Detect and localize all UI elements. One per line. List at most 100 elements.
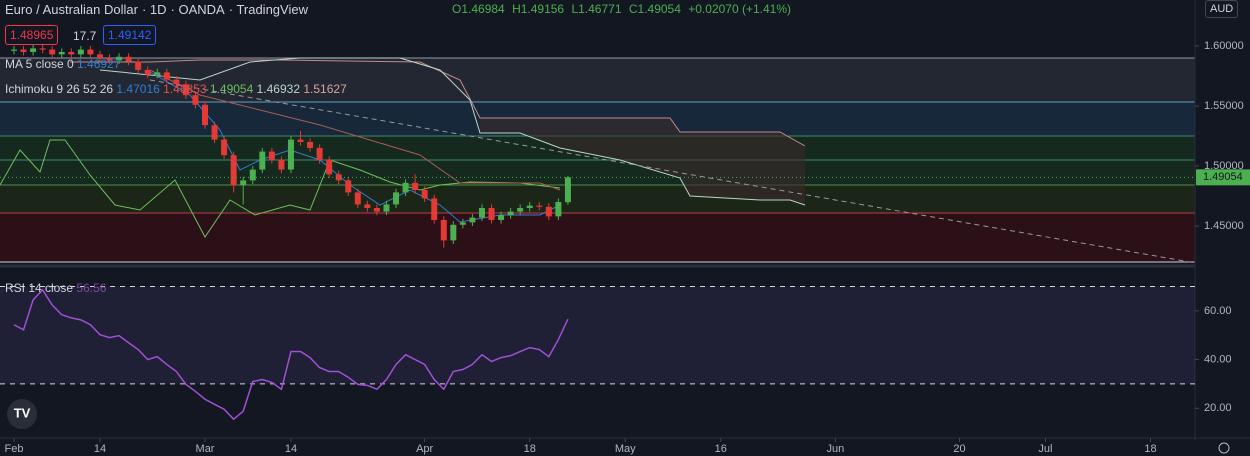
tv-logo[interactable]: TV [7,399,37,429]
candle-body [96,54,103,58]
candle-body [30,48,37,52]
candle-body [87,49,94,55]
indicator-value: 1.47016 [116,82,160,96]
candle-body [144,69,151,75]
candle-body [335,174,342,181]
indicator-value: 56.56 [76,281,107,295]
candle-body [526,205,533,208]
y-tick-label: 20.00 [1204,402,1232,414]
candle-body [431,198,438,220]
platform: TradingView [236,2,308,17]
spread: 17.7 [73,29,97,43]
candle-body [259,151,266,170]
candle-body [564,177,571,203]
candle-body [240,180,247,186]
candle-body [421,189,428,199]
span-a [99,57,806,206]
y-tick-label: 60.00 [1204,305,1232,317]
candle-body [450,224,457,241]
candle-body [20,49,27,52]
candle-body [154,72,161,75]
ohlc-open: O1.46984 [452,2,505,16]
sell-button[interactable]: 1.48965 [5,25,59,45]
settings-icon[interactable] [1218,442,1230,454]
candle-body [297,139,304,142]
candle-body [469,217,476,223]
indicator-name: MA 5 close 0 [5,57,74,71]
candle-body [345,180,352,193]
last-price-tag [1196,169,1250,186]
buy-button[interactable]: 1.49142 [103,25,157,45]
trend-line [149,79,1191,263]
candle-body [498,215,505,220]
x-tick-label: Feb [5,443,24,455]
candle-body [307,141,314,148]
candle-body [192,95,199,105]
indicator-value: 1.46853 [163,82,207,96]
ohlc-low: L1.46771 [571,2,622,16]
indicator-rsi[interactable]: RSI 14 close 56.56 [5,281,106,295]
header: Euro / Australian Dollar · 1D · OANDA · Tra… [5,2,308,17]
y-tick-label: 1.50000 [1204,160,1244,172]
x-tick-label: 14 [285,443,297,455]
base-line [149,69,561,191]
candle-body [412,182,419,190]
x-tick-label: Jun [826,443,844,455]
ohlc: O1.46984 H1.49156 L1.46771 C1.49054 +0.0… [452,2,795,16]
x-tick-label: Jul [1038,443,1052,455]
candle-body [77,49,84,55]
indicator-ma[interactable]: MA 5 close 0 1.46927 [5,57,120,71]
indicator-name: RSI 14 close [5,281,74,295]
y-tick-label: 40.00 [1204,353,1232,365]
x-tick-label: Apr [416,443,433,455]
candle-body [555,201,562,217]
candle-body [11,49,18,51]
x-tick-label: 18 [524,443,536,455]
candle-body [39,48,46,50]
rsi-line [13,288,569,421]
candle-body [135,61,142,70]
candle-body [249,169,256,181]
candle-body [221,139,228,156]
indicator-value: 1.49054 [209,82,254,96]
indicator-ichimoku[interactable]: Ichimoku 9 26 52 26 1.47016 1.46853 1.49… [5,82,347,96]
ohlc-close: C1.49054 [628,2,681,16]
band-fill [0,286,1195,384]
candle-body [173,79,180,85]
candle-body [440,219,447,241]
svg-text:TV: TV [14,405,31,420]
candle-body [364,204,371,208]
ohlc-change: +0.02070 (+1.41%) [688,2,791,16]
candle-body [268,151,275,160]
price-axis [1195,0,1250,456]
zone [0,185,1195,213]
interval[interactable]: 1D [149,2,167,17]
indicator-value: 1.51627 [303,82,347,96]
candle-body [545,206,552,217]
currency-button[interactable]: AUD [1205,0,1239,18]
x-tick-label: May [615,443,636,455]
x-tick-label: Mar [196,443,215,455]
candle-body [536,205,543,207]
y-tick-label: 1.45000 [1204,220,1244,232]
candle-body [230,155,237,186]
candle-body [287,139,294,170]
span-b [70,59,806,147]
candle-body [373,207,380,212]
candle-body [478,207,485,218]
candle-body [402,182,409,193]
source: OANDA [178,2,225,17]
candle-body [459,222,466,225]
y-tick-label: 1.60000 [1204,40,1244,52]
candle-body [163,72,170,80]
candle-body [383,204,390,212]
zone [0,58,1195,103]
candle-body [488,207,495,220]
candle-body [316,147,323,160]
zone [0,213,1195,262]
candle-body [49,49,56,55]
candle-body [116,56,123,61]
ohlc-high: H1.49156 [512,2,565,16]
indicator-value: 1.46932 [256,82,301,96]
